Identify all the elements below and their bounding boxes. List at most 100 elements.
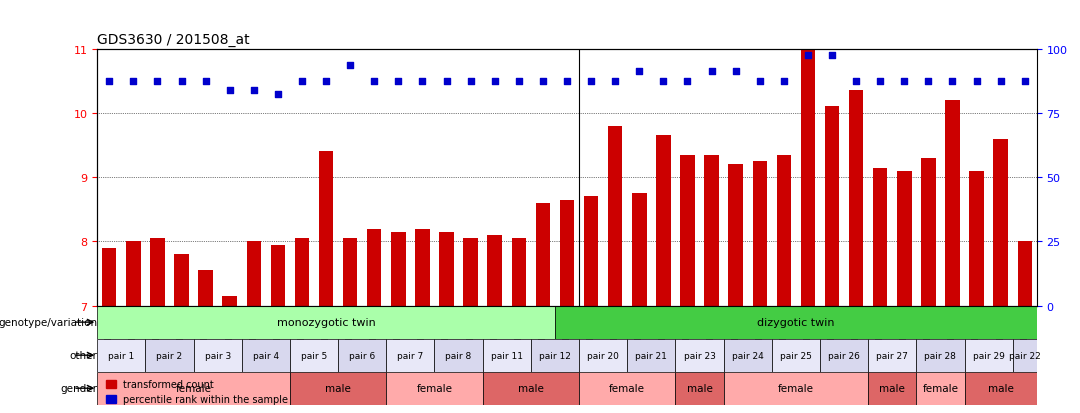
Bar xyxy=(289,372,387,405)
Point xyxy=(245,88,262,95)
Point xyxy=(100,78,118,85)
Bar xyxy=(391,232,406,306)
Bar xyxy=(415,229,430,306)
Point xyxy=(535,78,552,85)
Text: pair 24: pair 24 xyxy=(732,351,764,360)
Bar xyxy=(126,242,140,306)
Point xyxy=(872,78,889,85)
Point xyxy=(799,53,816,59)
Point xyxy=(366,78,383,85)
Bar xyxy=(1013,339,1037,372)
Text: pair 27: pair 27 xyxy=(876,351,908,360)
Bar xyxy=(728,165,743,306)
Bar xyxy=(146,339,193,372)
Bar xyxy=(579,372,675,405)
Text: pair 7: pair 7 xyxy=(397,351,423,360)
Bar xyxy=(440,232,454,306)
Bar xyxy=(463,239,477,306)
Text: pair 22: pair 22 xyxy=(1009,351,1041,360)
Bar xyxy=(483,339,531,372)
Bar xyxy=(536,203,550,306)
Point xyxy=(269,91,286,98)
Text: female: female xyxy=(609,383,645,393)
Bar xyxy=(753,162,767,306)
Bar xyxy=(820,339,868,372)
Text: female: female xyxy=(176,383,212,393)
Point xyxy=(341,62,359,69)
Bar xyxy=(289,339,338,372)
Bar xyxy=(295,239,309,306)
Text: other: other xyxy=(69,350,97,360)
Point xyxy=(920,78,937,85)
Point xyxy=(607,78,624,85)
Text: male: male xyxy=(879,383,905,393)
Bar xyxy=(680,155,694,306)
Bar xyxy=(174,254,189,306)
Point xyxy=(654,78,672,85)
Text: pair 1: pair 1 xyxy=(108,351,134,360)
Point xyxy=(1016,78,1034,85)
Bar xyxy=(772,339,820,372)
Point xyxy=(968,78,985,85)
Text: female: female xyxy=(778,383,814,393)
Point xyxy=(993,78,1010,85)
Bar xyxy=(994,139,1008,306)
Bar xyxy=(1017,242,1032,306)
Bar xyxy=(777,155,791,306)
Text: pair 3: pair 3 xyxy=(204,351,231,360)
Bar xyxy=(675,372,724,405)
Point xyxy=(462,78,480,85)
Point xyxy=(414,78,431,85)
Bar xyxy=(97,372,289,405)
Bar xyxy=(150,239,164,306)
Bar xyxy=(868,339,916,372)
Text: pair 6: pair 6 xyxy=(349,351,376,360)
Point xyxy=(703,69,720,75)
Point xyxy=(848,78,865,85)
Text: pair 20: pair 20 xyxy=(588,351,619,360)
Bar xyxy=(704,155,719,306)
Point xyxy=(751,78,768,85)
Bar xyxy=(343,239,357,306)
Bar xyxy=(271,245,285,306)
Bar xyxy=(555,306,1037,339)
Bar xyxy=(338,339,387,372)
Text: pair 26: pair 26 xyxy=(828,351,860,360)
Bar xyxy=(97,339,146,372)
Text: dizygotic twin: dizygotic twin xyxy=(757,317,835,328)
Text: female: female xyxy=(922,383,958,393)
Bar xyxy=(916,339,964,372)
Bar xyxy=(559,200,575,306)
Text: pair 5: pair 5 xyxy=(301,351,327,360)
Bar xyxy=(916,372,964,405)
Bar xyxy=(242,339,289,372)
Bar xyxy=(97,306,555,339)
Text: pair 29: pair 29 xyxy=(973,351,1004,360)
Text: male: male xyxy=(325,383,351,393)
Bar xyxy=(868,372,916,405)
Bar xyxy=(222,296,237,306)
Bar xyxy=(964,339,1013,372)
Point xyxy=(173,78,190,85)
Point xyxy=(823,53,840,59)
Bar xyxy=(825,107,839,306)
Text: gender: gender xyxy=(60,383,97,393)
Bar xyxy=(800,50,815,306)
Bar xyxy=(367,229,381,306)
Bar xyxy=(387,339,434,372)
Text: pair 4: pair 4 xyxy=(253,351,279,360)
Text: pair 23: pair 23 xyxy=(684,351,715,360)
Bar xyxy=(608,126,622,306)
Text: genotype/variation: genotype/variation xyxy=(0,317,97,328)
Bar xyxy=(246,242,261,306)
Point xyxy=(124,78,141,85)
Bar xyxy=(193,339,242,372)
Point xyxy=(727,69,744,75)
Legend: transformed count, percentile rank within the sample: transformed count, percentile rank withi… xyxy=(103,375,293,408)
Bar xyxy=(897,171,912,306)
Point xyxy=(318,78,335,85)
Bar xyxy=(657,136,671,306)
Bar xyxy=(531,339,579,372)
Text: pair 25: pair 25 xyxy=(780,351,812,360)
Bar xyxy=(512,239,526,306)
